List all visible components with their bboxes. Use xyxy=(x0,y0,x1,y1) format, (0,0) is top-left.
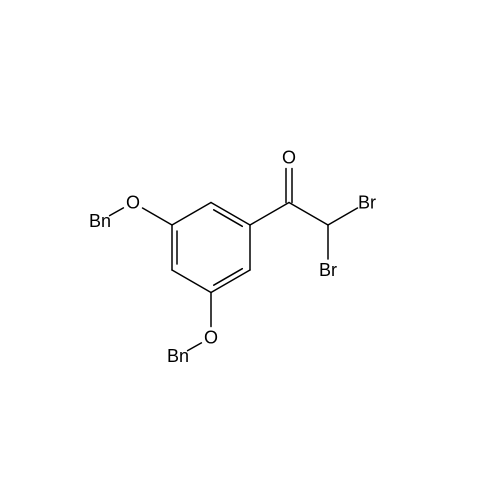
bond-line xyxy=(110,208,124,216)
bond-line xyxy=(188,343,202,351)
atom-label-br14: Br xyxy=(358,193,376,213)
bond-line xyxy=(211,270,250,293)
atom-label-bn10: Bn xyxy=(89,211,111,231)
bond-line xyxy=(211,203,250,226)
atom-label-br15: Br xyxy=(319,260,337,280)
atom-label-o7: O xyxy=(204,328,218,348)
bond-line xyxy=(143,208,172,225)
bond-line xyxy=(172,270,211,293)
bond-line xyxy=(172,203,211,226)
molecule-canvas: O Bn O Bn O Br Br xyxy=(0,0,500,500)
bond-line xyxy=(289,203,328,226)
atom-label-o12: O xyxy=(282,148,296,168)
atom-label-o9: O xyxy=(126,193,140,213)
bond-line xyxy=(250,203,289,226)
atom-label-bn8: Bn xyxy=(167,346,189,366)
bond-line xyxy=(328,208,357,225)
